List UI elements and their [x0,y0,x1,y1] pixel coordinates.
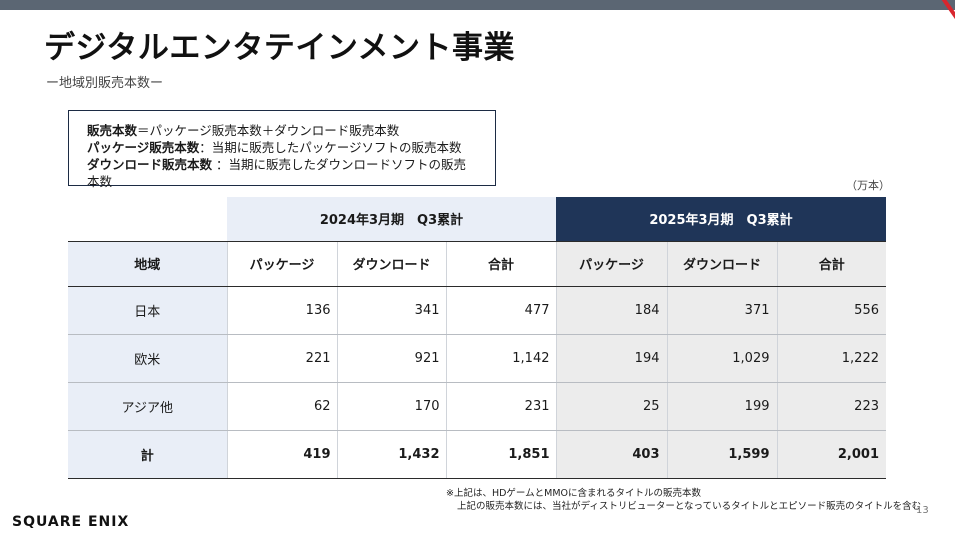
region-cell: 日本 [68,286,227,335]
definition-term: 販売本数 [87,123,138,138]
value-cell: 1,432 [336,429,446,479]
period-2024-header: 2024年3月期 Q3累計 [227,197,556,242]
value-cell: 556 [776,286,886,335]
footnote-line: ※上記は、HDゲームとMMOに含まれるタイトルの販売本数 [446,488,702,499]
sub-header-row: 地域 パッケージ ダウンロード 合計 パッケージ ダウンロード 合計 [68,241,886,287]
value-cell: 371 [666,286,777,335]
sales-table: 2024年3月期 Q3累計 2025年3月期 Q3累計 地域 パッケージ ダウン… [68,197,886,479]
table-row: 欧米 221 921 1,142 194 1,029 1,222 [68,334,886,383]
footnote: ※上記は、HDゲームとMMOに含まれるタイトルの販売本数 上記の販売本数には、当… [446,487,921,513]
unit-label: （万本） [846,179,890,192]
value-cell: 25 [555,382,667,431]
value-cell: 136 [226,286,337,335]
download-header: ダウンロード [666,241,777,287]
period-2025-header: 2025年3月期 Q3累計 [556,197,886,242]
total-row: 計 419 1,432 1,851 403 1,599 2,001 [68,429,886,479]
page-title: デジタルエンタテインメント事業 [44,30,515,66]
value-cell: 1,599 [666,429,777,479]
table-row: アジア他 62 170 231 25 199 223 [68,382,886,431]
value-cell: 1,222 [776,334,886,383]
value-cell: 221 [226,334,337,383]
value-cell: 341 [336,286,446,335]
value-cell: 199 [666,382,777,431]
region-cell: 計 [68,429,227,479]
footnote-line: 上記の販売本数には、当社がディストリビューターとなっているタイトルとエピソード販… [457,501,922,512]
package-header: パッケージ [226,241,337,287]
download-header: ダウンロード [336,241,446,287]
value-cell: 170 [336,382,446,431]
definition-term: パッケージ販売本数 [87,140,200,155]
value-cell: 1,029 [666,334,777,383]
page-subtitle: ー地域別販売本数ー [46,76,164,91]
value-cell: 477 [445,286,556,335]
region-cell: アジア他 [68,382,227,431]
region-header: 地域 [68,241,227,287]
definition-line: パッケージ販売本数：当期に販売したパッケージソフトの販売本数 [87,139,477,156]
corner-accent [931,0,955,20]
header-blank [68,197,227,242]
value-cell: 223 [776,382,886,431]
table-row: 日本 136 341 477 184 371 556 [68,286,886,335]
definition-text: ：当期に販売したダウンロードソフトの販売本数 [87,157,466,189]
total-header: 合計 [776,241,886,287]
value-cell: 403 [555,429,667,479]
top-bar [0,0,955,10]
definition-line: ダウンロード販売本数 ：当期に販売したダウンロードソフトの販売本数 [87,156,477,190]
definition-box: 販売本数＝パッケージ販売本数＋ダウンロード販売本数 パッケージ販売本数：当期に販… [68,110,496,189]
value-cell: 184 [555,286,667,335]
region-cell: 欧米 [68,334,227,383]
definition-text: ＝パッケージ販売本数＋ダウンロード販売本数 [137,123,400,138]
value-cell: 921 [336,334,446,383]
package-header: パッケージ [555,241,667,287]
period-header-row: 2024年3月期 Q3累計 2025年3月期 Q3累計 [68,197,886,242]
definition-term: ダウンロード販売本数 [87,157,213,172]
value-cell: 419 [226,429,337,479]
definition-line: 販売本数＝パッケージ販売本数＋ダウンロード販売本数 [87,122,477,139]
company-logo: SQUARE ENIX [12,514,130,530]
definition-text: ：当期に販売したパッケージソフトの販売本数 [199,140,462,155]
value-cell: 62 [226,382,337,431]
value-cell: 2,001 [776,429,886,479]
value-cell: 194 [555,334,667,383]
total-header: 合計 [445,241,556,287]
value-cell: 231 [445,382,556,431]
value-cell: 1,851 [445,429,556,479]
page-number: 13 [916,505,929,516]
value-cell: 1,142 [445,334,556,383]
